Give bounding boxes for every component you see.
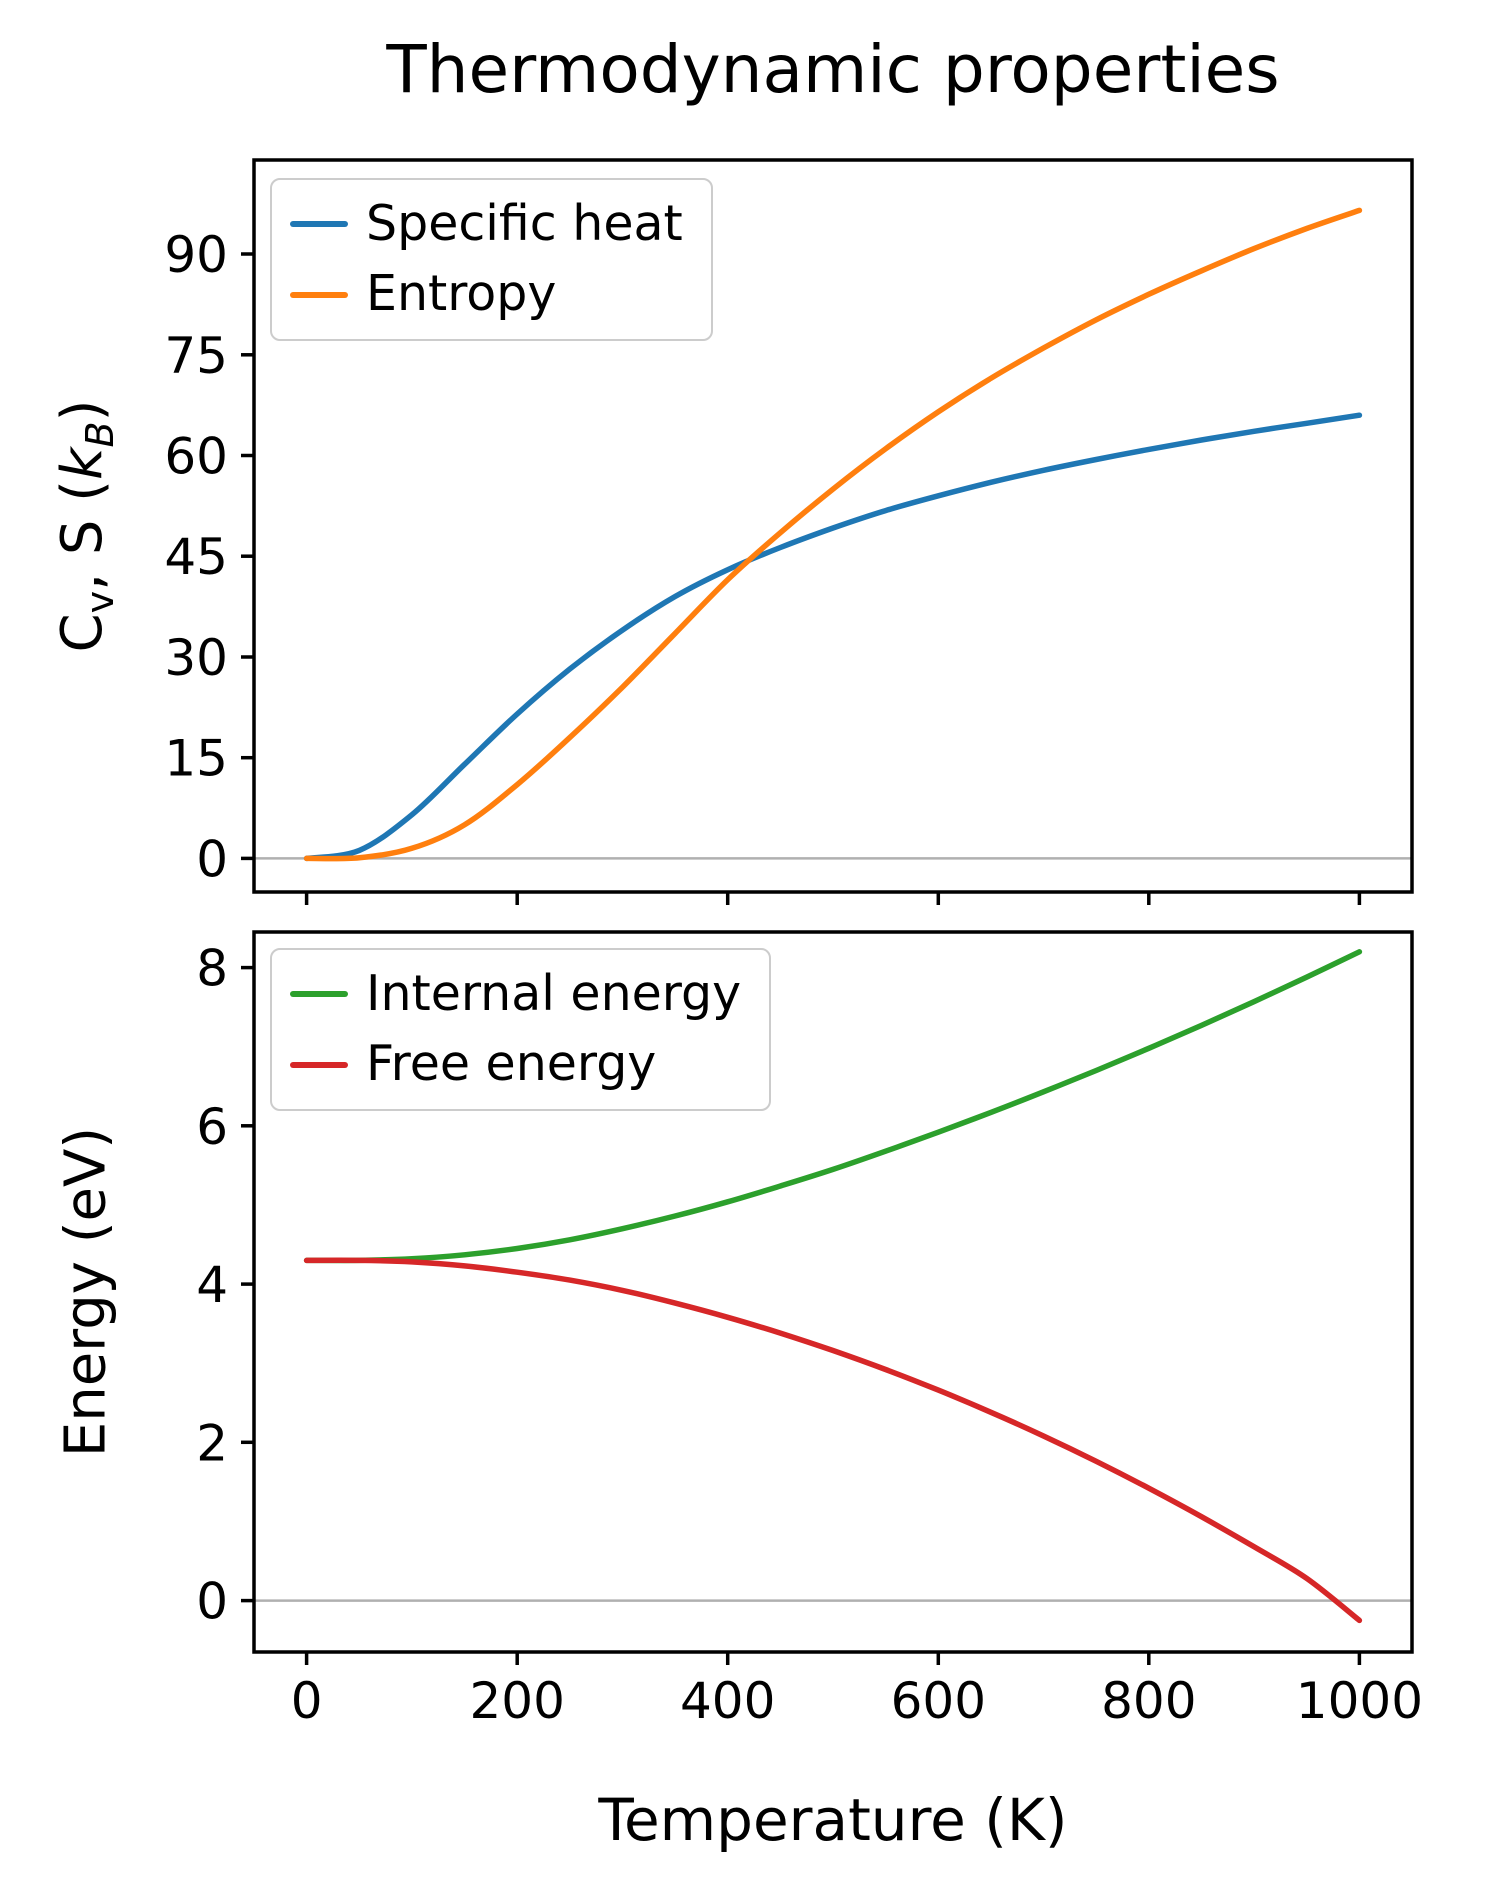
y-tick-label: 15	[164, 730, 228, 788]
x-tick-label: 1000	[1296, 1672, 1423, 1730]
series-line-specific-heat	[303, 412, 1363, 862]
top-panel: 0 15 30 45 60 75 90	[164, 158, 1414, 905]
legend-item-entropy: Entropy	[290, 265, 683, 323]
y-tick-label: 8	[196, 940, 228, 998]
x-axis-label: Temperature (K)	[598, 1786, 1068, 1854]
y-tick-label: 6	[196, 1098, 228, 1156]
y-tick-label: 0	[196, 1573, 228, 1631]
series-line-free-energy	[303, 1257, 1363, 1624]
y-tick-label: 30	[164, 629, 228, 687]
bottom-legend: Internal energy Free energy	[270, 948, 772, 1111]
series-line-entropy	[303, 207, 1363, 862]
chart-title: Thermodynamic properties	[386, 31, 1280, 108]
legend-label: Entropy	[366, 265, 557, 323]
x-tick-label: 600	[891, 1672, 986, 1730]
legend-item-specific-heat: Specific heat	[290, 195, 683, 252]
y-tick-label: 0	[196, 830, 228, 888]
legend-line-sample	[290, 991, 348, 998]
top-legend: Specific heat Entropy	[270, 178, 713, 341]
legend-label: Specific heat	[366, 195, 683, 252]
legend-line-sample	[290, 221, 348, 228]
series-line-internal-energy	[303, 949, 1363, 1264]
legend-line-sample	[290, 291, 348, 298]
x-tick-label: 0	[291, 1672, 323, 1730]
legend-item-internal-energy: Internal energy	[290, 965, 742, 1022]
x-tick-label: 200	[469, 1672, 564, 1730]
legend-line-sample	[290, 1061, 348, 1068]
legend-item-free-energy: Free energy	[290, 1035, 741, 1093]
x-tick-label: 400	[680, 1672, 775, 1730]
y-tick-label: 4	[196, 1256, 228, 1314]
bottom-panel: 0 2 4 6 8 0 200 400 600 800 1000	[196, 930, 1423, 1730]
legend-label: Free energy	[366, 1035, 657, 1093]
axes-frame	[252, 930, 1414, 1654]
x-tick-label: 800	[1101, 1672, 1196, 1730]
y-tick-label: 45	[164, 528, 228, 586]
legend-label: Internal energy	[366, 965, 742, 1022]
y-tick-label: 75	[164, 327, 228, 385]
axes-frame	[252, 158, 1414, 894]
y-tick-label: 90	[164, 226, 228, 284]
y-tick-label: 2	[196, 1414, 228, 1472]
y-tick-label: 60	[164, 428, 228, 486]
